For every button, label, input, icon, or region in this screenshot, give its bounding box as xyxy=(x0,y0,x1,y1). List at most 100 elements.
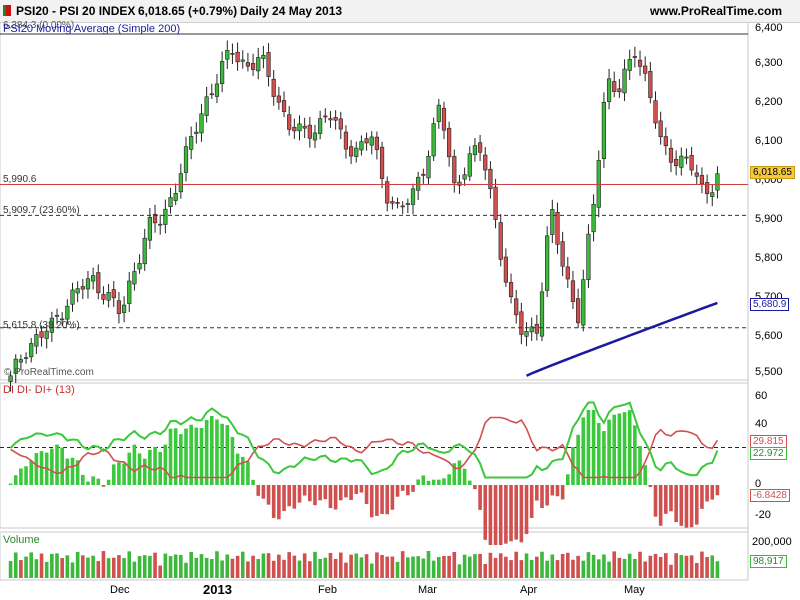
candle-body xyxy=(235,51,240,63)
candle-body xyxy=(204,96,209,116)
di-histogram-bar xyxy=(390,485,395,510)
volume-bar xyxy=(132,561,137,578)
candle-body xyxy=(173,193,178,201)
di-histogram-bar xyxy=(658,485,663,526)
volume-bar xyxy=(60,558,64,578)
di-histogram-bar xyxy=(184,428,188,485)
di-histogram-bar xyxy=(60,447,64,485)
di-histogram-bar xyxy=(478,485,482,510)
di-histogram-bar xyxy=(602,431,606,485)
di-histogram-bar xyxy=(426,480,431,485)
volume-bar xyxy=(318,558,322,578)
di-histogram-bar xyxy=(111,464,116,485)
volume-bar xyxy=(328,552,333,578)
volume-bar xyxy=(19,560,23,578)
candle-body xyxy=(390,201,395,204)
volume-bar xyxy=(251,555,255,578)
candle-body xyxy=(34,334,39,347)
x-tick: May xyxy=(624,584,645,596)
volume-bar xyxy=(607,561,611,578)
candle-body xyxy=(127,280,132,304)
di-histogram-bar xyxy=(277,485,281,520)
candle-body xyxy=(606,78,612,102)
ma-label: PSI20 Moving Average (Simple 200) xyxy=(3,23,181,35)
volume-bar xyxy=(493,557,498,578)
volume-bar xyxy=(390,556,395,578)
volume-bar xyxy=(411,556,415,578)
candle-body xyxy=(75,288,80,294)
volume-bar xyxy=(44,561,49,578)
volume-bar xyxy=(158,565,163,578)
di-histogram-bar xyxy=(586,410,591,485)
di-histogram-bar xyxy=(375,485,379,516)
candle-body xyxy=(245,62,251,67)
volume-bar xyxy=(612,551,617,578)
volume-bar xyxy=(29,552,34,578)
di-histogram-bar xyxy=(504,485,508,544)
volume-bar xyxy=(509,560,513,578)
candle-body xyxy=(364,138,369,144)
volume-bar xyxy=(669,564,673,578)
volume-bar xyxy=(400,551,405,578)
volume-bar xyxy=(442,555,446,578)
di-badge: -6.8428 xyxy=(750,489,790,502)
volume-bar xyxy=(550,554,555,578)
volume-bar xyxy=(421,558,426,578)
candle-body xyxy=(462,174,467,180)
volume-bar xyxy=(380,554,384,578)
volume-bar xyxy=(437,557,441,578)
volume-bar xyxy=(514,551,519,578)
volume-bar xyxy=(571,559,575,578)
volume-bar xyxy=(591,554,596,578)
volume-bar xyxy=(282,559,286,578)
di-histogram-bar xyxy=(96,478,101,485)
volume-bar xyxy=(313,551,317,578)
volume-bar xyxy=(106,558,111,578)
volume-bar xyxy=(385,556,390,578)
di-histogram-bar xyxy=(627,410,632,485)
di-histogram-bar xyxy=(648,485,653,488)
di-histogram-bar xyxy=(669,485,673,512)
volume-bar xyxy=(246,561,250,578)
di-histogram-bar xyxy=(168,428,173,485)
candle-body xyxy=(555,212,560,245)
volume-bar xyxy=(596,559,601,578)
volume-bar xyxy=(179,554,183,578)
volume-bar xyxy=(344,562,348,578)
candle-body xyxy=(271,78,276,97)
volume-bar xyxy=(127,551,132,578)
candle-body xyxy=(503,256,508,283)
volume-bar xyxy=(277,554,281,578)
candle-body xyxy=(410,188,416,205)
di-histogram-bar xyxy=(416,479,420,485)
di-histogram-bar xyxy=(679,485,684,526)
di-histogram-bar xyxy=(550,485,555,496)
volume-bar xyxy=(658,556,663,578)
candle-body xyxy=(189,136,194,150)
volume-bar xyxy=(13,552,18,578)
candle-body xyxy=(23,357,29,359)
volume-bar xyxy=(50,553,54,578)
volume-bar xyxy=(426,550,431,578)
candle-body xyxy=(457,181,462,186)
candle-body xyxy=(333,117,338,121)
di-histogram-bar xyxy=(519,485,524,543)
volume-bar xyxy=(565,552,570,578)
volume-bar xyxy=(323,557,328,578)
volume-bar xyxy=(498,553,503,578)
volume-bar xyxy=(540,551,544,578)
candle-body xyxy=(498,222,503,260)
volume-bar xyxy=(266,553,271,578)
volume-bar xyxy=(91,555,95,578)
candle-body xyxy=(307,124,312,139)
candle-body xyxy=(374,136,380,150)
volume-bar xyxy=(117,555,121,578)
di-histogram-bar xyxy=(75,460,80,485)
volume-bar xyxy=(560,553,565,578)
volume-bar xyxy=(34,559,39,578)
di-histogram-bar xyxy=(271,485,276,518)
candle-body xyxy=(297,123,302,132)
volume-bar xyxy=(287,552,291,578)
di-histogram-bar xyxy=(225,425,230,485)
volume-bar xyxy=(96,561,101,578)
